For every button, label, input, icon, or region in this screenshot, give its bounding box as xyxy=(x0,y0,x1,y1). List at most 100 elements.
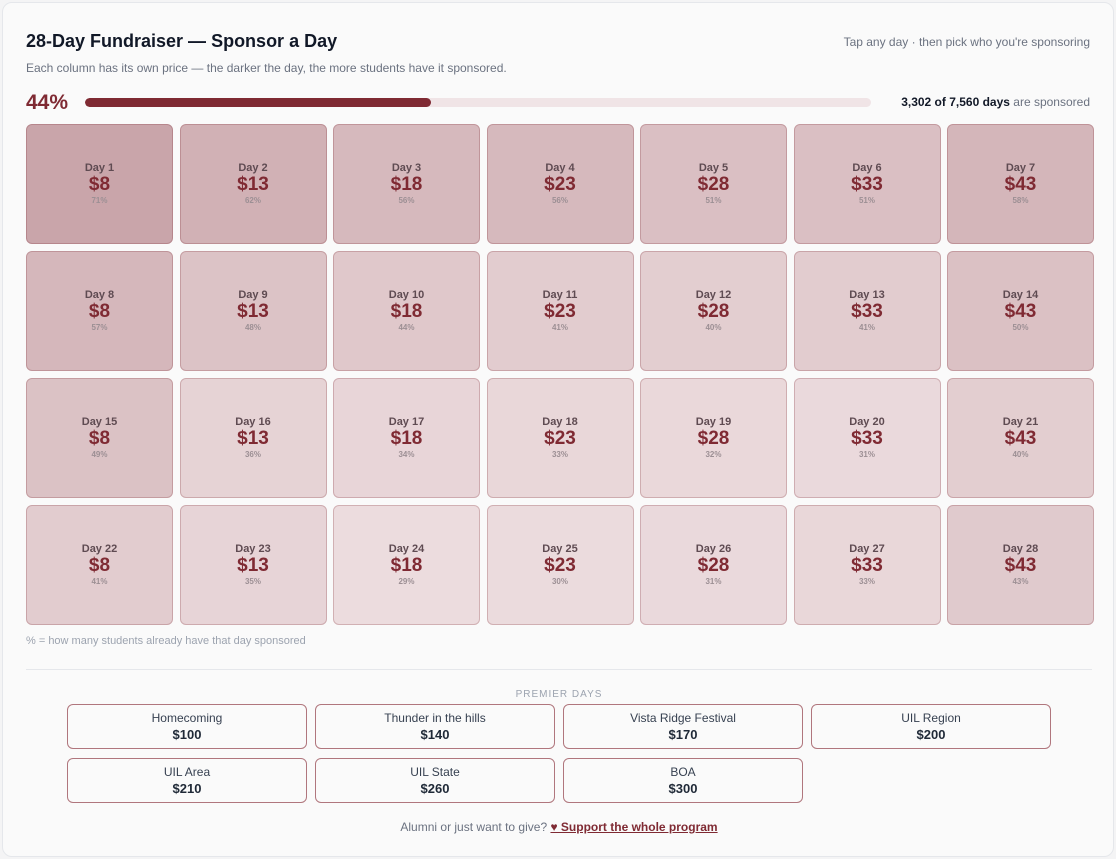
day-label: Day 11 xyxy=(542,289,578,301)
day-label: Day 18 xyxy=(542,416,578,428)
day-price: $33 xyxy=(851,301,883,322)
day-price: $43 xyxy=(1004,301,1037,322)
day-label: Day 17 xyxy=(388,416,425,428)
day-grid: Day 1 $8 71% Day 2 $13 62% Day 3 $18 56% Day 4 $23… xyxy=(26,124,1094,625)
day-price: $23 xyxy=(544,555,576,576)
premier-day-button[interactable]: UIL Area $210 xyxy=(67,758,307,803)
divider xyxy=(26,669,1092,670)
day-price: $13 xyxy=(237,174,269,195)
day-price: $13 xyxy=(237,301,269,322)
day-price: $23 xyxy=(544,428,576,449)
progress-count: 3,302 of 7,560 days xyxy=(901,95,1010,109)
premier-day-button[interactable]: UIL Region $200 xyxy=(811,704,1051,749)
premier-day-button[interactable]: BOA $300 xyxy=(563,758,803,803)
day-sponsored-percent: 62% xyxy=(244,196,261,205)
premier-day-name: BOA xyxy=(670,764,696,779)
day-label: Day 22 xyxy=(81,543,118,555)
day-sponsored-percent: 56% xyxy=(551,196,568,205)
day-price: $33 xyxy=(851,555,883,576)
day-tile[interactable]: Day 13 $33 41% xyxy=(793,251,941,371)
day-sponsored-percent: 31% xyxy=(858,450,875,459)
day-price: $28 xyxy=(697,428,730,449)
day-tile[interactable]: Day 9 $13 48% xyxy=(179,251,327,371)
day-tile[interactable]: Day 7 $43 58% xyxy=(947,124,1094,244)
day-sponsored-percent: 51% xyxy=(858,196,875,205)
premier-day-button[interactable]: Thunder in the hills $140 xyxy=(315,704,555,749)
premier-day-button[interactable]: UIL State $260 xyxy=(315,758,555,803)
day-tile[interactable]: Day 21 $43 40% xyxy=(947,378,1094,498)
day-tile[interactable]: Day 14 $43 50% xyxy=(947,251,1094,371)
day-label: Day 15 xyxy=(81,416,118,428)
day-tile[interactable]: Day 12 $28 40% xyxy=(640,251,787,371)
day-label: Day 25 xyxy=(542,543,578,555)
premier-day-price: $260 xyxy=(420,780,450,796)
day-price: $43 xyxy=(1004,555,1037,576)
day-tile[interactable]: Day 28 $43 43% xyxy=(947,505,1094,625)
day-label: Day 14 xyxy=(1002,289,1039,301)
day-tile[interactable]: Day 17 $18 34% xyxy=(333,378,480,498)
day-tile[interactable]: Day 26 $28 31% xyxy=(640,505,787,625)
premier-day-price: $100 xyxy=(172,726,202,742)
day-tile[interactable]: Day 6 $33 51% xyxy=(793,124,941,244)
day-label: Day 12 xyxy=(695,289,732,301)
day-sponsored-percent: 58% xyxy=(1012,196,1029,205)
progress-bar-fill xyxy=(85,98,431,107)
day-tile[interactable]: Day 2 $13 62% xyxy=(179,124,327,244)
day-price: $13 xyxy=(237,428,269,449)
premier-day-name: Thunder in the hills xyxy=(384,710,486,725)
day-tile[interactable]: Day 4 $23 56% xyxy=(486,124,634,244)
day-sponsored-percent: 71% xyxy=(91,196,108,205)
day-label: Day 10 xyxy=(388,289,425,301)
day-tile[interactable]: Day 24 $18 29% xyxy=(333,505,480,625)
page-title: 28-Day Fundraiser — Sponsor a Day xyxy=(26,31,338,51)
day-price: $28 xyxy=(697,555,730,576)
day-label: Day 27 xyxy=(849,543,885,555)
day-label: Day 6 xyxy=(852,162,882,174)
day-price: $43 xyxy=(1004,428,1037,449)
premier-day-button[interactable]: Vista Ridge Festival $170 xyxy=(563,704,803,749)
premier-day-name: UIL Area xyxy=(163,764,211,779)
progress-suffix: are sponsored xyxy=(1013,95,1090,109)
day-tile[interactable]: Day 25 $23 30% xyxy=(486,505,634,625)
day-price: $18 xyxy=(390,174,423,195)
day-tile[interactable]: Day 18 $23 33% xyxy=(486,378,634,498)
day-tile[interactable]: Day 5 $28 51% xyxy=(640,124,787,244)
day-tile[interactable]: Day 3 $18 56% xyxy=(333,124,480,244)
day-tile[interactable]: Day 23 $13 35% xyxy=(179,505,327,625)
premier-day-price: $300 xyxy=(668,780,698,796)
day-label: Day 13 xyxy=(849,289,885,301)
day-sponsored-percent: 31% xyxy=(705,577,722,586)
day-tile[interactable]: Day 1 $8 71% xyxy=(26,124,173,244)
day-sponsored-percent: 35% xyxy=(244,577,261,586)
premier-day-button[interactable]: Homecoming $100 xyxy=(67,704,307,749)
day-tile[interactable]: Day 8 $8 57% xyxy=(26,251,173,371)
day-tile[interactable]: Day 15 $8 49% xyxy=(26,378,173,498)
day-tile[interactable]: Day 19 $28 32% xyxy=(640,378,787,498)
day-tile[interactable]: Day 16 $13 36% xyxy=(179,378,327,498)
day-tile[interactable]: Day 11 $23 41% xyxy=(486,251,634,371)
day-label: Day 21 xyxy=(1002,416,1039,428)
day-price: $8 xyxy=(88,174,111,195)
day-price: $18 xyxy=(390,301,423,322)
day-price: $8 xyxy=(88,555,111,576)
day-price: $23 xyxy=(544,174,576,195)
day-tile[interactable]: Day 22 $8 41% xyxy=(26,505,173,625)
day-price: $28 xyxy=(697,174,730,195)
day-label: Day 24 xyxy=(388,543,425,555)
progress-bar xyxy=(85,98,871,107)
premier-day-price: $210 xyxy=(172,780,202,796)
day-sponsored-percent: 32% xyxy=(705,450,722,459)
support-program-link[interactable]: ♥ Support the whole program xyxy=(550,820,718,834)
day-label: Day 8 xyxy=(84,289,115,301)
day-label: Day 9 xyxy=(238,289,268,301)
day-price: $18 xyxy=(390,555,423,576)
day-price: $33 xyxy=(851,174,883,195)
day-label: Day 23 xyxy=(235,543,271,555)
day-sponsored-percent: 57% xyxy=(91,323,108,332)
day-tile[interactable]: Day 20 $33 31% xyxy=(793,378,941,498)
day-tile[interactable]: Day 10 $18 44% xyxy=(333,251,480,371)
day-tile[interactable]: Day 27 $33 33% xyxy=(793,505,941,625)
day-sponsored-percent: 50% xyxy=(1012,323,1029,332)
premier-heading: PREMIER DAYS xyxy=(515,689,603,700)
